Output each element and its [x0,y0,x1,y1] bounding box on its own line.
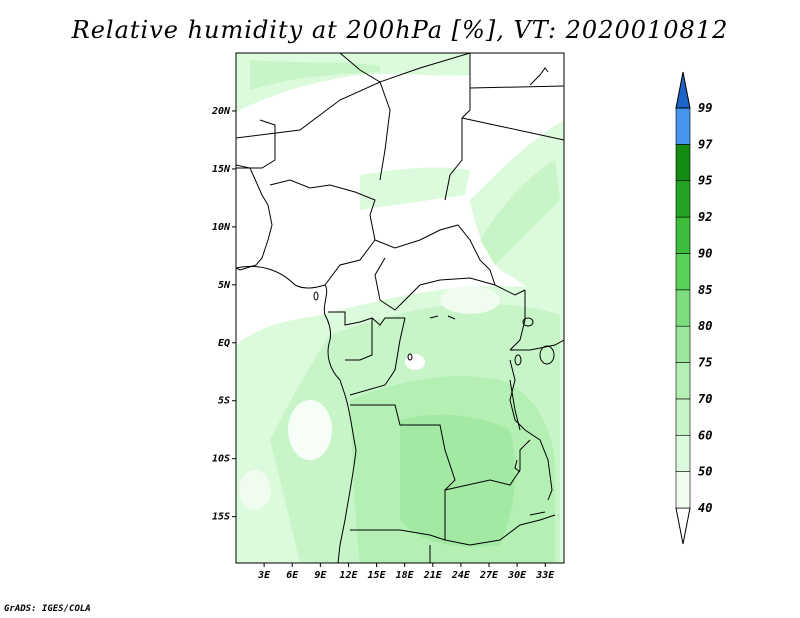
colorbar-label: 50 [698,465,712,479]
colorbar-label: 85 [698,283,712,297]
lon-tick-label: 18E [396,570,415,581]
map-frame [235,52,565,564]
humidity-shading [236,53,564,563]
lat-tick-label: 10N [212,222,231,233]
latitude-axis: 20N 15N 10N 5N EQ 5S 10S 15S [211,106,236,523]
country-borders [236,53,564,563]
lat-tick-label: 5S [218,396,230,407]
lon-tick-label: 30E [507,570,527,581]
colorbar-segment [675,325,691,363]
lat-tick-label: 15S [212,512,230,523]
colorbar-segment [675,362,691,400]
colorbar-label: 60 [698,428,712,442]
colorbar-label: 40 [698,501,712,515]
lon-tick-label: 9E [314,570,327,581]
lon-tick-label: 27E [479,570,499,581]
colorbar-label: 97 [698,137,713,151]
color-legend: 40 50 60 70 75 80 85 90 92 95 97 99 [675,71,713,545]
colorbar-segment [675,398,691,436]
lon-tick-label: 24E [451,570,471,581]
lon-tick-label: 21E [423,570,443,581]
colorbar-segment [675,180,691,218]
colorbar-segment [675,471,691,509]
colorbar-segment [675,144,691,182]
colorbar-high-arrow [675,71,691,109]
colorbar-label: 92 [698,210,712,224]
lat-tick-label: 20N [211,106,231,117]
colorbar-segment [675,107,691,145]
colorbar-segment [675,216,691,254]
colorbar-segment [675,434,691,472]
colorbar-label: 95 [698,174,712,188]
colorbar-label: 75 [698,356,712,370]
lon-tick-label: 6E [286,570,299,581]
colorbar-label: 90 [698,246,712,260]
colorbar-label: 80 [698,319,712,333]
lat-tick-label: 5N [218,280,231,291]
longitude-axis: 3E 6E 9E 12E 15E 18E 21E 24E 27E 30E 33E [257,563,555,581]
footer-credit: GrADS: IGES/COLA [4,604,91,614]
chart-title: Relative humidity at 200hPa [%], VT: 202… [71,16,729,44]
lon-tick-label: 12E [339,570,358,581]
lat-tick-label: EQ [218,338,230,349]
lon-tick-label: 15E [368,570,387,581]
colorbar-segment [675,289,691,327]
lon-tick-label: 3E [257,570,271,581]
lon-tick-label: 33E [535,570,555,581]
colorbar-label: 70 [698,392,712,406]
lat-tick-label: 10S [212,454,230,465]
lat-tick-label: 15N [212,164,231,175]
colorbar-segment [675,253,691,291]
colorbar-label: 99 [698,101,712,115]
colorbar-low-arrow [675,507,691,545]
